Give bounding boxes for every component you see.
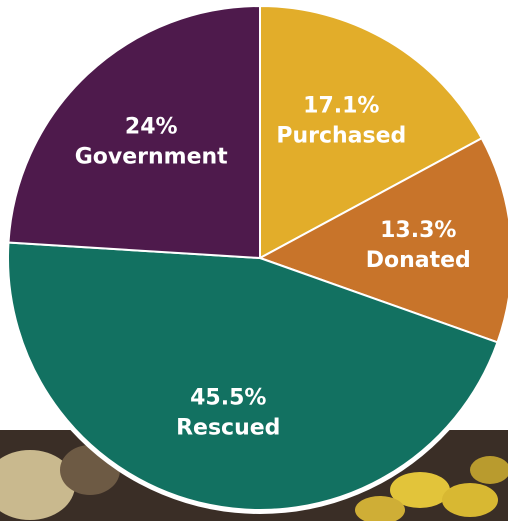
category-label: Donated — [366, 248, 471, 273]
pie-slice — [7, 4, 261, 260]
value-label: 17.1% — [303, 94, 379, 119]
category-label: Purchased — [276, 124, 406, 149]
pie-slice — [7, 241, 499, 511]
value-label: 24% — [125, 114, 178, 139]
pie-slice — [257, 136, 508, 344]
category-label: Government — [75, 144, 228, 169]
value-label: 45.5% — [190, 386, 266, 411]
category-label: Rescued — [176, 416, 280, 441]
pie: 17.1% Purchased 13.3% Donated 45.5% Rescued 24… — [7, 4, 508, 511]
pie-slice — [259, 4, 484, 260]
value-label: 13.3% — [380, 218, 456, 243]
